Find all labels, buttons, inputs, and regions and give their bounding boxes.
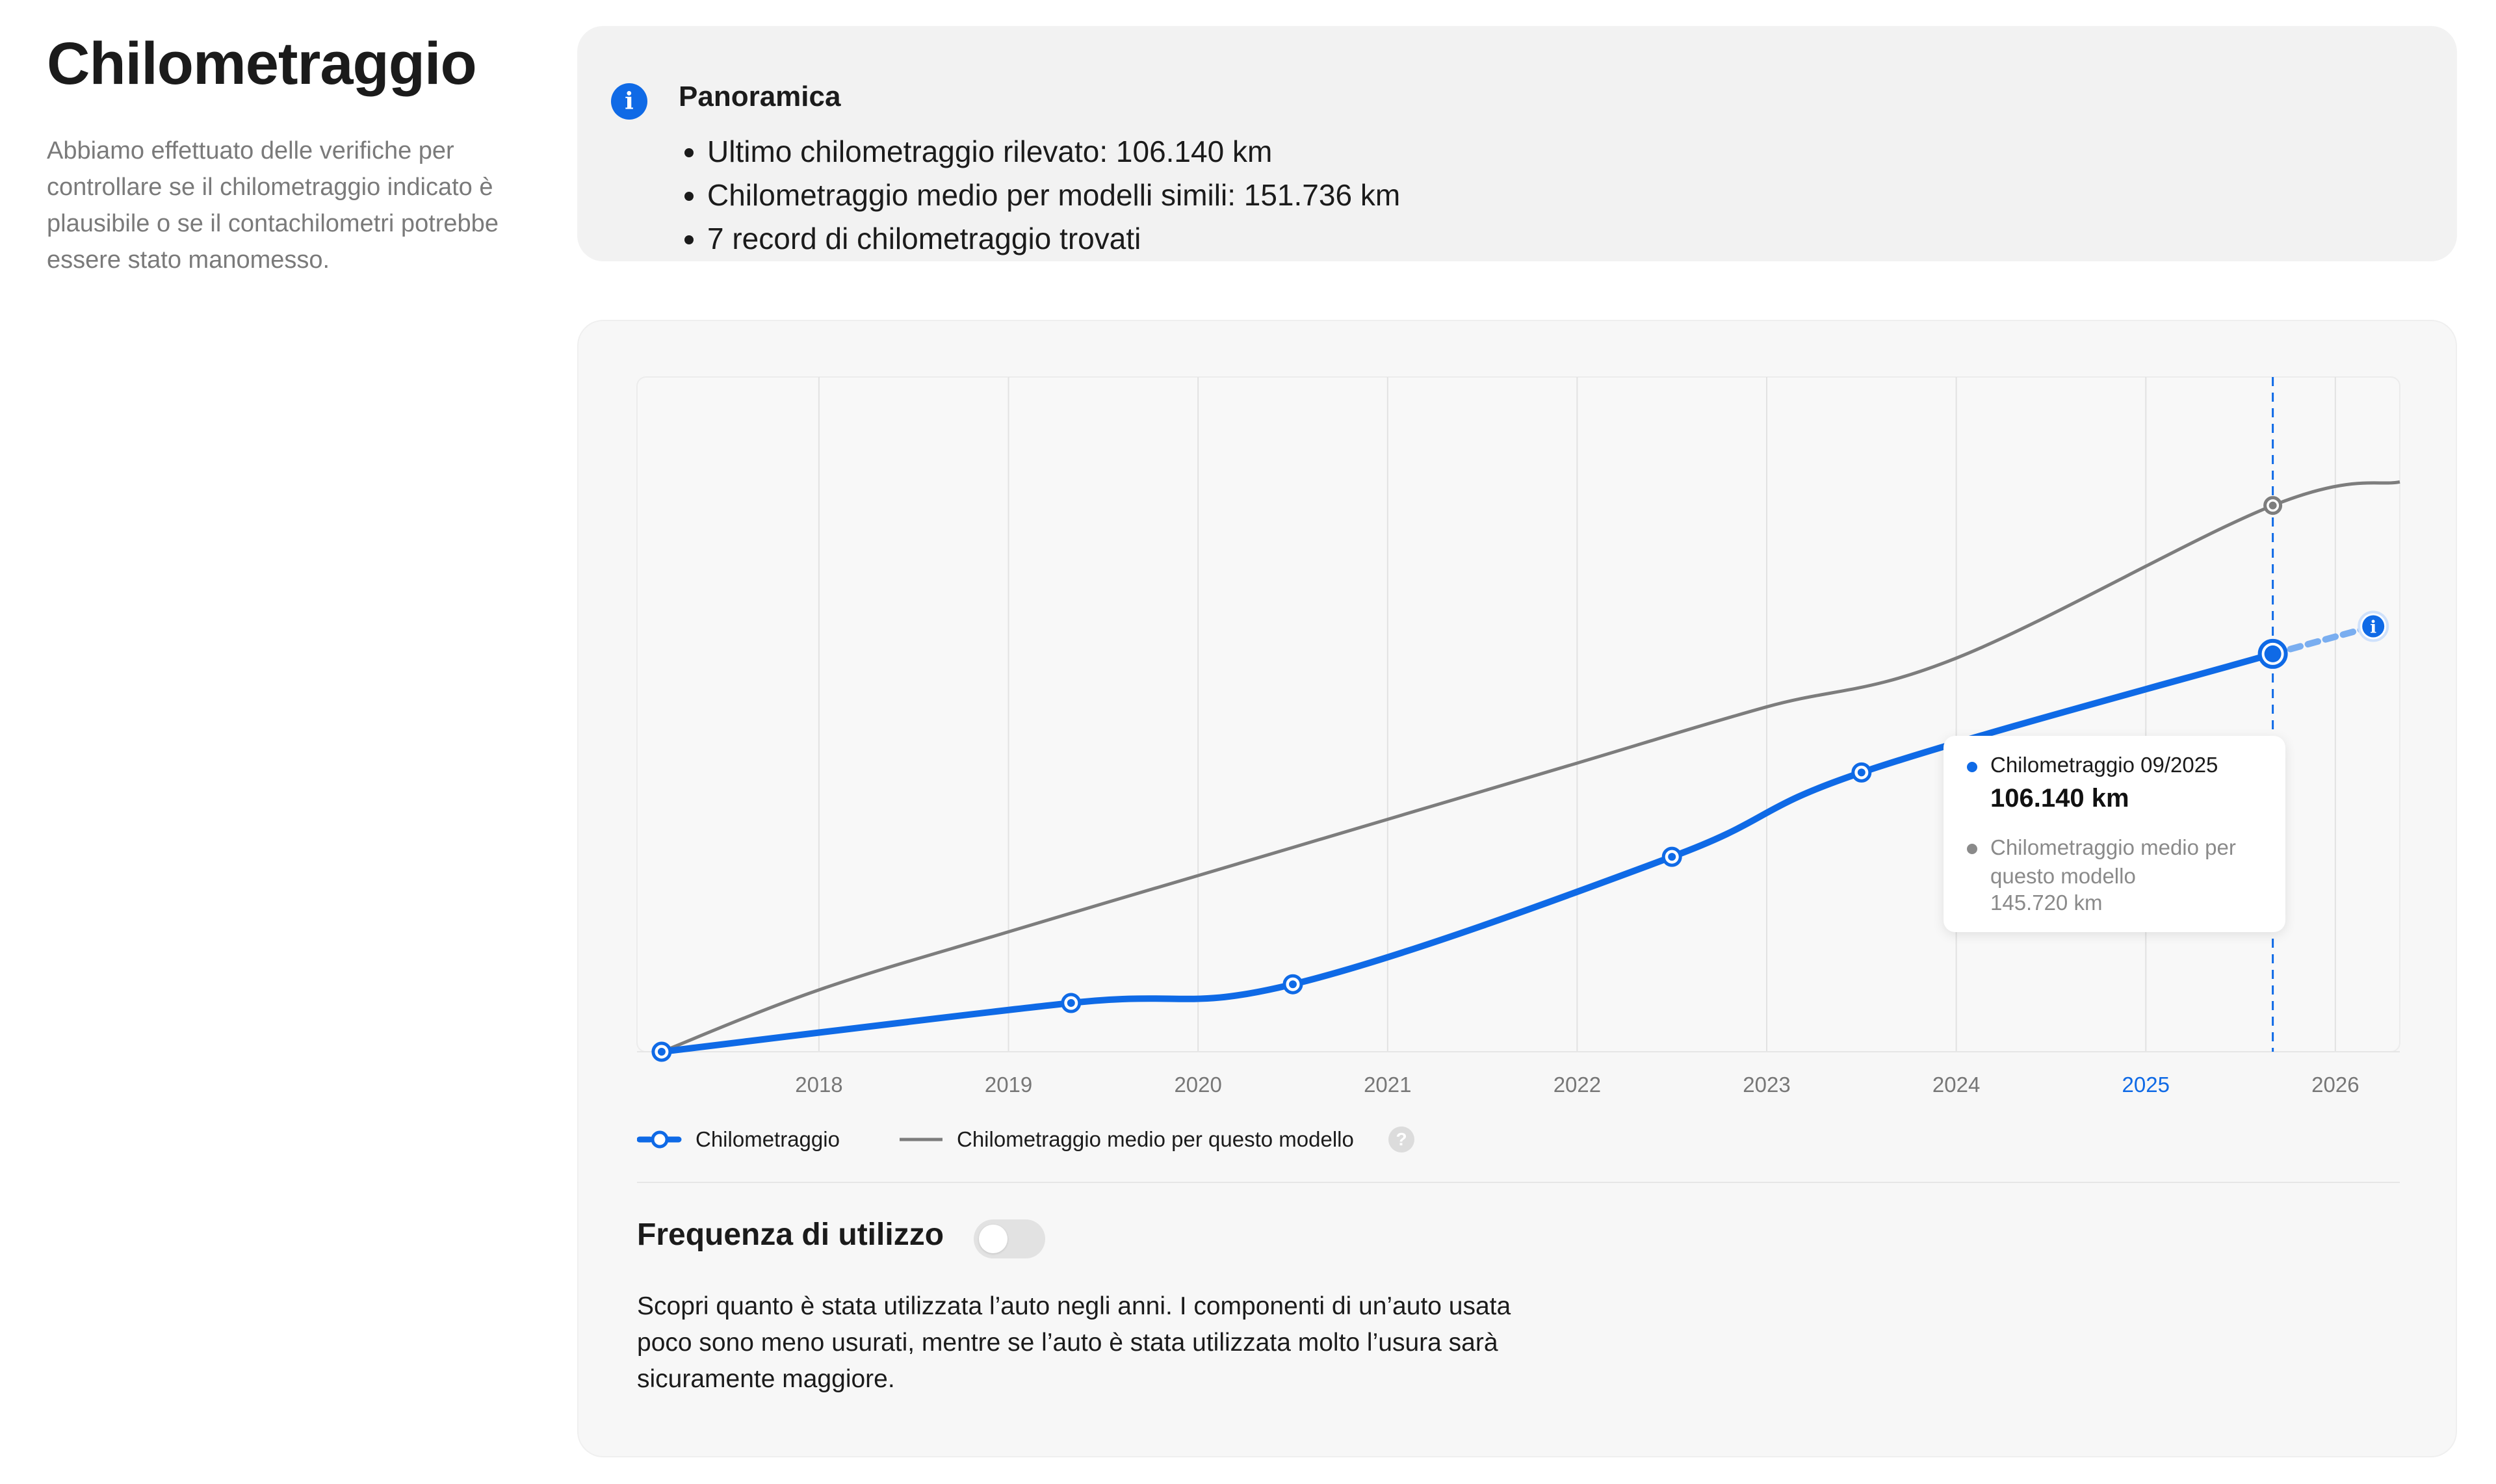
series-mileage-projection — [2269, 623, 2377, 657]
legend-average-label: Chilometraggio medio per questo modello — [957, 1127, 1354, 1151]
overview-item-last-mileage: Ultimo chilometraggio rilevato: 106.140 … — [707, 130, 1400, 174]
intro-description: Abbiamo effettuato delle verifiche per c… — [47, 137, 499, 274]
page-title: Chilometraggio — [47, 31, 477, 97]
mileage-point-core-3 — [1668, 853, 1676, 861]
mileage-point-active-core — [2264, 645, 2282, 662]
toggle-knob — [979, 1225, 1008, 1253]
x-tick-label-2019: 2019 — [985, 1073, 1032, 1097]
x-tick-label-2021: 2021 — [1364, 1073, 1411, 1097]
tooltip-average-value: 145.720 km — [1990, 891, 2103, 915]
help-icon[interactable]: ? — [1388, 1126, 1414, 1152]
tooltip-mileage-label: Chilometraggio 09/2025 — [1990, 753, 2218, 777]
projection-info-icon[interactable] — [2362, 615, 2385, 638]
chart-tooltip: Chilometraggio 09/2025 106.140 km Chilom… — [1944, 736, 2285, 932]
x-tick-label-2022: 2022 — [1554, 1073, 1601, 1097]
x-tick-label-2023: 2023 — [1743, 1073, 1790, 1097]
x-tick-label-2025: 2025 — [2122, 1073, 2170, 1097]
x-tick-label-2018: 2018 — [795, 1073, 842, 1097]
overview-card: i Panoramica Ultimo chilometraggio rilev… — [577, 26, 2457, 261]
legend-mileage-label: Chilometraggio — [696, 1127, 840, 1151]
legend-average-swatch — [900, 1138, 942, 1141]
mileage-point-core-1 — [1067, 999, 1075, 1008]
info-icon: i — [611, 83, 647, 120]
plot-area — [636, 376, 2400, 1052]
tooltip-mileage-value: 106.140 km — [1990, 784, 2129, 813]
tooltip-mileage-dot — [1967, 762, 1977, 772]
mileage-point-core-0 — [657, 1048, 666, 1056]
x-tick-label-2026: 2026 — [2311, 1073, 2359, 1097]
projection-info-glyph: i — [2370, 618, 2376, 637]
overview-title: Panoramica — [679, 81, 841, 112]
legend-mileage-swatch — [637, 1130, 682, 1149]
usage-toggle[interactable] — [974, 1219, 1045, 1258]
section-divider — [637, 1182, 2400, 1183]
tooltip-average-label: Chilometraggio medio per questo modello — [1990, 835, 2236, 888]
x-tick-label-2020: 2020 — [1174, 1073, 1221, 1097]
x-tick-label-2024: 2024 — [1932, 1073, 1980, 1097]
overview-item-record-count: 7 record di chilometraggio trovati — [707, 217, 1400, 261]
usage-description: Scopri quanto è stata utilizzata l’auto … — [637, 1292, 1511, 1393]
average-marker-dot-0 — [2268, 501, 2277, 510]
mileage-point-core-2 — [1288, 980, 1297, 989]
series-average-line — [660, 480, 2400, 1054]
overview-item-average-mileage: Chilometraggio medio per modelli simili:… — [707, 174, 1400, 217]
mileage-point-core-4 — [1857, 768, 1866, 777]
tooltip-average-dot — [1967, 844, 1977, 854]
intro-section: Chilometraggio Abbiamo effettuato delle … — [47, 30, 515, 278]
usage-title: Frequenza di utilizzo — [637, 1217, 944, 1252]
overview-list: Ultimo chilometraggio rilevato: 106.140 … — [679, 130, 1400, 261]
